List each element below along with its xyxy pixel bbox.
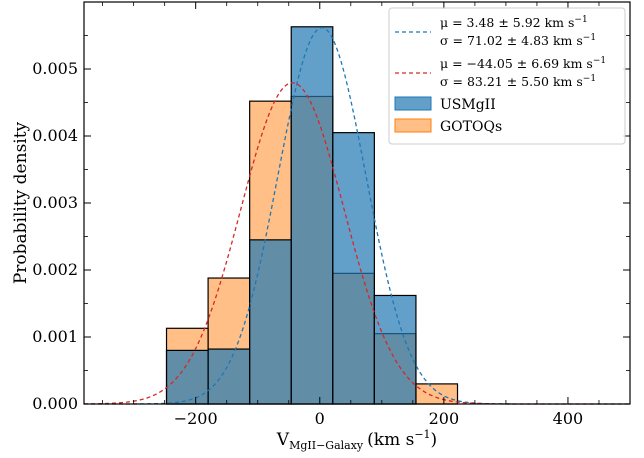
usmgii-bar-2 <box>249 239 292 405</box>
x-tick-label: −200 <box>174 409 218 428</box>
usmgii-bar-3 <box>290 26 334 405</box>
legend-usmgii-fit-sigma: σ = 71.02 ± 4.83 km s−1 <box>440 33 596 48</box>
y-tick-label: 0.004 <box>32 126 78 145</box>
x-tick-label: 400 <box>553 409 584 428</box>
legend-box <box>388 7 626 145</box>
x-tick-label: 0 <box>315 409 325 428</box>
usmgii-bar-4 <box>332 132 375 405</box>
y-tick-label: 0.002 <box>32 260 78 279</box>
legend-usmgii-fit-mu: μ = 3.48 ± 5.92 km s−1 <box>440 15 588 30</box>
y-tick-label: 0.000 <box>32 394 78 413</box>
axis-ticks <box>84 2 631 405</box>
y-tick-label: 0.001 <box>32 327 78 346</box>
usmgii-bars <box>165 26 417 405</box>
legend-gotoqs-label: GOTOQs <box>440 119 502 135</box>
legend: μ = 3.48 ± 5.92 km s−1 σ = 71.02 ± 4.83 … <box>388 7 626 145</box>
x-tick-label: 200 <box>429 409 460 428</box>
x-axis-label: VMgII−Galaxy (km s−1) <box>276 428 437 452</box>
legend-usmgii-label: USMgII <box>440 97 496 113</box>
legend-usmgii-swatch <box>394 96 432 111</box>
axis-tick-labels: −200 0 200 400 0.000 0.001 0.002 0.003 0.004 0.00… <box>32 59 583 428</box>
legend-gotoqs-fit-mu: μ = −44.05 ± 6.69 km s−1 <box>440 56 606 71</box>
usmgii-bar-5 <box>373 294 417 405</box>
legend-gotoqs-fit-sigma: σ = 83.21 ± 5.50 km s−1 <box>440 74 596 89</box>
legend-gotoqs-swatch <box>394 118 432 133</box>
gotoqs-fit-curve <box>83 82 630 405</box>
usmgii-bar-0 <box>165 349 209 405</box>
y-axis-label: Probability density <box>11 121 31 284</box>
y-tick-label: 0.003 <box>32 193 78 212</box>
usmgii-bar-1 <box>207 348 251 405</box>
y-tick-label: 0.005 <box>32 59 78 78</box>
